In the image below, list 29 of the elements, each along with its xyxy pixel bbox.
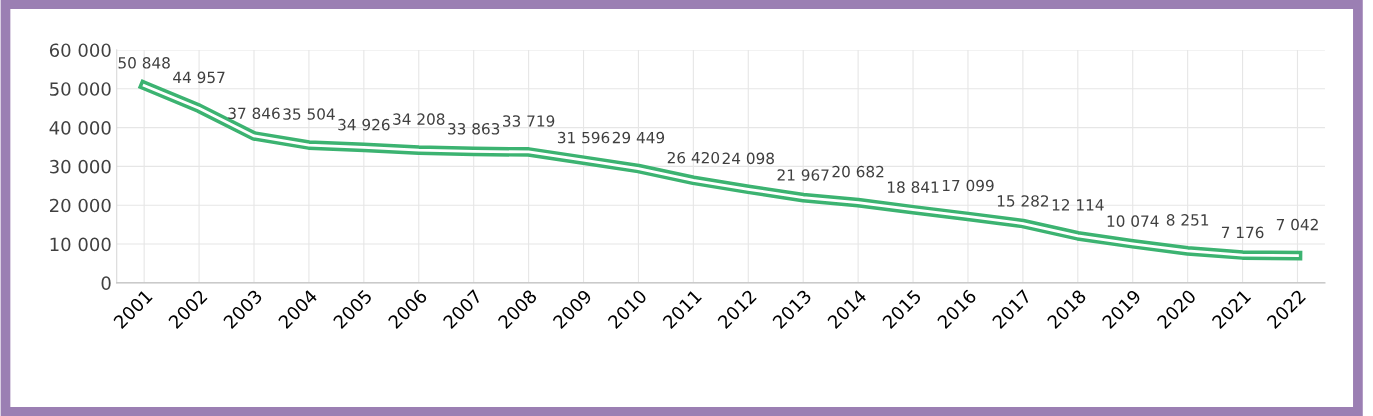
y-tick-label: 40 000 (49, 121, 111, 135)
data-label: 34 926 (338, 118, 390, 131)
data-label: 35 504 (283, 108, 335, 120)
y-tick-label: 10 000 (50, 237, 111, 252)
data-label: 17 099 (942, 179, 994, 192)
data-label: 24 098 (722, 152, 774, 165)
data-label: 33 719 (503, 115, 555, 127)
data-label: 18 841 (887, 181, 939, 193)
data-label: 15 282 (997, 195, 1049, 207)
y-tick-label: 60 000 (49, 43, 111, 58)
y-tick-label: 0 (101, 276, 111, 290)
y-tick-label: 30 000 (50, 159, 111, 174)
y-tick-label: 50 000 (50, 82, 111, 96)
data-label: 20 682 (832, 165, 884, 178)
data-label: 44 957 (173, 71, 225, 84)
data-label: 33 863 (448, 123, 500, 135)
data-label: 50 848 (118, 57, 170, 69)
data-label: 7 042 (1276, 218, 1318, 231)
data-label: 10 074 (1107, 215, 1159, 227)
data-label: 29 449 (612, 131, 665, 144)
data-label: 21 967 (777, 169, 829, 181)
data-label: 34 208 (393, 113, 445, 125)
data-label: 12 114 (1052, 199, 1104, 211)
data-label: 8 251 (1166, 214, 1209, 226)
data-label: 7 176 (1221, 226, 1264, 239)
y-tick-label: 20 000 (49, 198, 111, 213)
data-label: 37 846 (228, 107, 280, 120)
data-label: 31 596 (557, 131, 610, 144)
data-label: 26 420 (667, 151, 720, 164)
